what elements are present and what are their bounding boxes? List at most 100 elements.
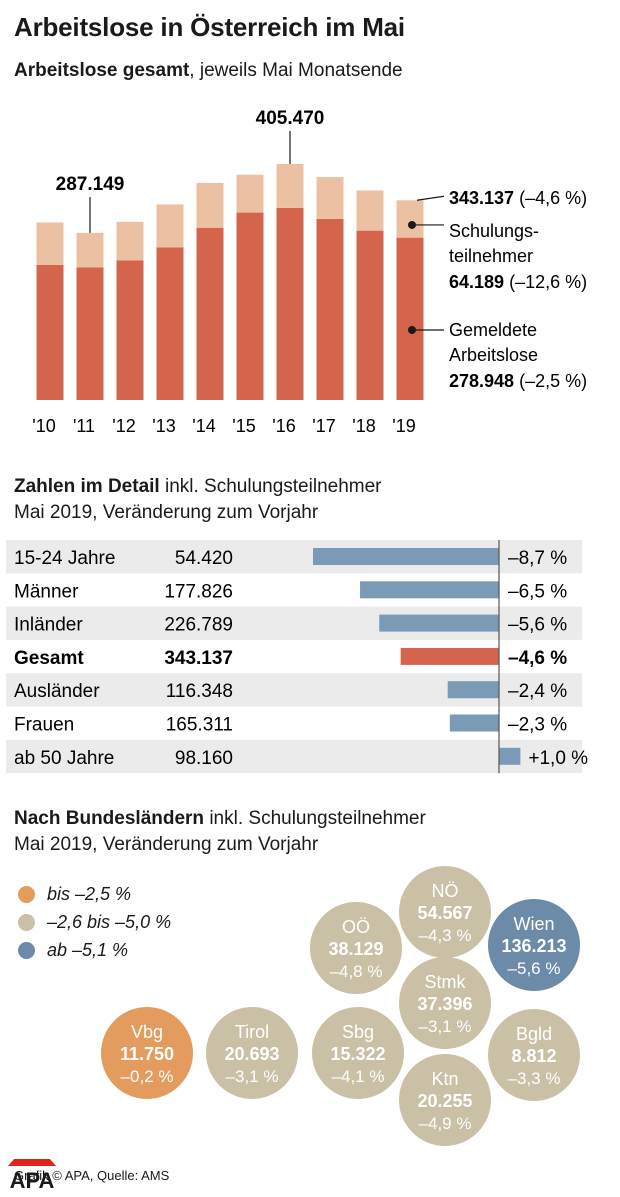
bubble-value: 54.567	[417, 903, 472, 923]
bar-training-5	[236, 174, 264, 213]
bubble-name: Ktn	[431, 1069, 458, 1089]
detail-row-label: Gesamt	[14, 648, 84, 669]
detail-heading-bold: Zahlen im Detail	[14, 476, 160, 497]
bubble-change: –3,1 %	[419, 1017, 472, 1036]
detail-change-label: –2,3 %	[508, 715, 567, 736]
detail-bar-chart: 15-24 Jahre 54.420 –8,7 % Männer 177.826 –6,5…	[6, 540, 588, 774]
bubble-change: –4,3 %	[419, 926, 472, 945]
bubble-Sbg	[312, 1007, 404, 1099]
bubble-name: Sbg	[342, 1022, 374, 1042]
detail-row-value: 98.160	[175, 748, 233, 769]
bar-registered-5	[236, 212, 264, 400]
detail-change-label: –5,6 %	[508, 615, 567, 636]
total-leader-line	[416, 195, 445, 201]
bubble-NÖ	[399, 866, 491, 958]
bubble-OÖ	[310, 902, 402, 994]
value-bold: 343.137	[449, 188, 514, 208]
detail-change-bar	[360, 581, 499, 599]
bubble-value: 136.213	[501, 936, 566, 956]
detail-change-label: –6,5 %	[508, 581, 567, 602]
bubble-value: 20.693	[224, 1044, 279, 1064]
chart-subtitle: Arbeitslose gesamt, jeweils Mai Monatsen…	[14, 60, 403, 82]
x-tick-label: '17	[312, 416, 335, 436]
states-heading: Nach Bundesländern inkl. Schulungsteilne…	[14, 806, 426, 858]
detail-row-label: Ausländer	[14, 681, 100, 702]
legend-item: ab –5,1 %	[14, 936, 171, 964]
detail-change-bar	[447, 681, 499, 699]
detail-row-value: 54.420	[175, 548, 233, 569]
states-heading-bold: Nach Bundesländern	[14, 808, 205, 829]
value-rest: (–12,6 %)	[504, 272, 587, 292]
registered-label-2: Arbeitslose	[449, 345, 538, 365]
bubble-value: 37.396	[417, 994, 472, 1014]
bubble-name: Bgld	[516, 1024, 552, 1044]
bubble-name: Wien	[513, 914, 554, 934]
detail-change-label: –2,4 %	[508, 681, 567, 702]
registered-value: 278.948 (–2,5 %)	[449, 371, 587, 391]
bubble-value: 8.812	[511, 1046, 556, 1066]
value-rest: (–2,5 %)	[514, 371, 587, 391]
stacked-bar-chart: '10 '11 '12 '13 '14 '15 '16 '17 '18 '19 287.149 405…	[32, 108, 587, 436]
legend-item: –2,6 bis –5,0 %	[14, 908, 171, 936]
bar-registered-7	[316, 218, 344, 400]
bubble-value: 20.255	[417, 1091, 472, 1111]
bubble-change: –3,3 %	[508, 1069, 561, 1088]
bar-training-2	[116, 221, 144, 261]
bubble-Bgld	[488, 1009, 580, 1101]
value-bold: 64.189	[449, 272, 504, 292]
bar-training-1	[76, 232, 104, 268]
x-tick-label: '18	[352, 416, 375, 436]
bubble-change: –4,1 %	[332, 1067, 385, 1086]
detail-change-label: –8,7 %	[508, 548, 567, 569]
bubble-name: NÖ	[432, 881, 459, 901]
bubble-name: Stmk	[424, 972, 466, 992]
bar-registered-1	[76, 267, 104, 400]
detail-row-label: Männer	[14, 581, 79, 602]
subtitle-rest: , jeweils Mai Monatsende	[189, 60, 403, 81]
bar-registered-6	[276, 207, 304, 400]
training-label-2: teilnehmer	[449, 246, 533, 266]
bar-training-9	[396, 200, 424, 238]
bar-registered-3	[156, 247, 184, 400]
bar-training-7	[316, 177, 344, 219]
value-bold: 278.948	[449, 371, 514, 391]
bubble-value: 38.129	[328, 939, 383, 959]
detail-row-value: 177.826	[164, 581, 233, 602]
total-annotation: 343.137 (–4,6 %)	[449, 188, 587, 208]
bar-registered-9	[396, 237, 424, 400]
states-subheading: Mai 2019, Veränderung zum Vorjahr	[14, 834, 319, 855]
legend-dot	[18, 913, 35, 931]
detail-row-value: 226.789	[164, 615, 233, 636]
bubble-change: –4,8 %	[330, 962, 383, 981]
detail-row-value: 343.137	[164, 648, 233, 669]
detail-heading-rest: inkl. Schulungsteilnehmer	[159, 476, 382, 497]
bubble-Tirol	[206, 1007, 298, 1099]
detail-row-value: 116.348	[166, 681, 233, 702]
x-tick-label: '12	[112, 416, 135, 436]
bubble-change: –0,2 %	[121, 1067, 174, 1086]
svg-text:APA: APA	[10, 1168, 55, 1190]
bubble-change: –5,6 %	[508, 959, 561, 978]
detail-heading: Zahlen im Detail inkl. Schulungsteilnehm…	[14, 474, 382, 526]
bubble-Vbg	[101, 1007, 193, 1099]
x-tick-label: '16	[272, 416, 295, 436]
bubble-value: 15.322	[330, 1044, 385, 1064]
detail-subheading: Mai 2019, Veränderung zum Vorjahr	[14, 502, 319, 523]
bar-registered-0	[36, 264, 64, 400]
training-label-1: Schulungs-	[449, 221, 539, 241]
legend-item: bis –2,5 %	[14, 880, 171, 908]
detail-change-bar	[379, 614, 499, 632]
bubble-Stmk	[399, 957, 491, 1049]
bubble-Ktn	[399, 1054, 491, 1146]
training-value: 64.189 (–12,6 %)	[449, 272, 587, 292]
detail-change-bar	[313, 548, 499, 565]
detail-change-label: –4,6 %	[508, 648, 567, 669]
x-tick-label: '15	[232, 416, 255, 436]
apa-logo: APA	[8, 1159, 56, 1190]
legend-dot	[18, 941, 35, 959]
bubble-name: Vbg	[131, 1022, 163, 1042]
detail-change-bar	[449, 714, 499, 732]
states-legend: bis –2,5 % –2,6 bis –5,0 % ab –5,1 %	[14, 880, 171, 964]
detail-row-label: ab 50 Jahre	[14, 748, 114, 769]
